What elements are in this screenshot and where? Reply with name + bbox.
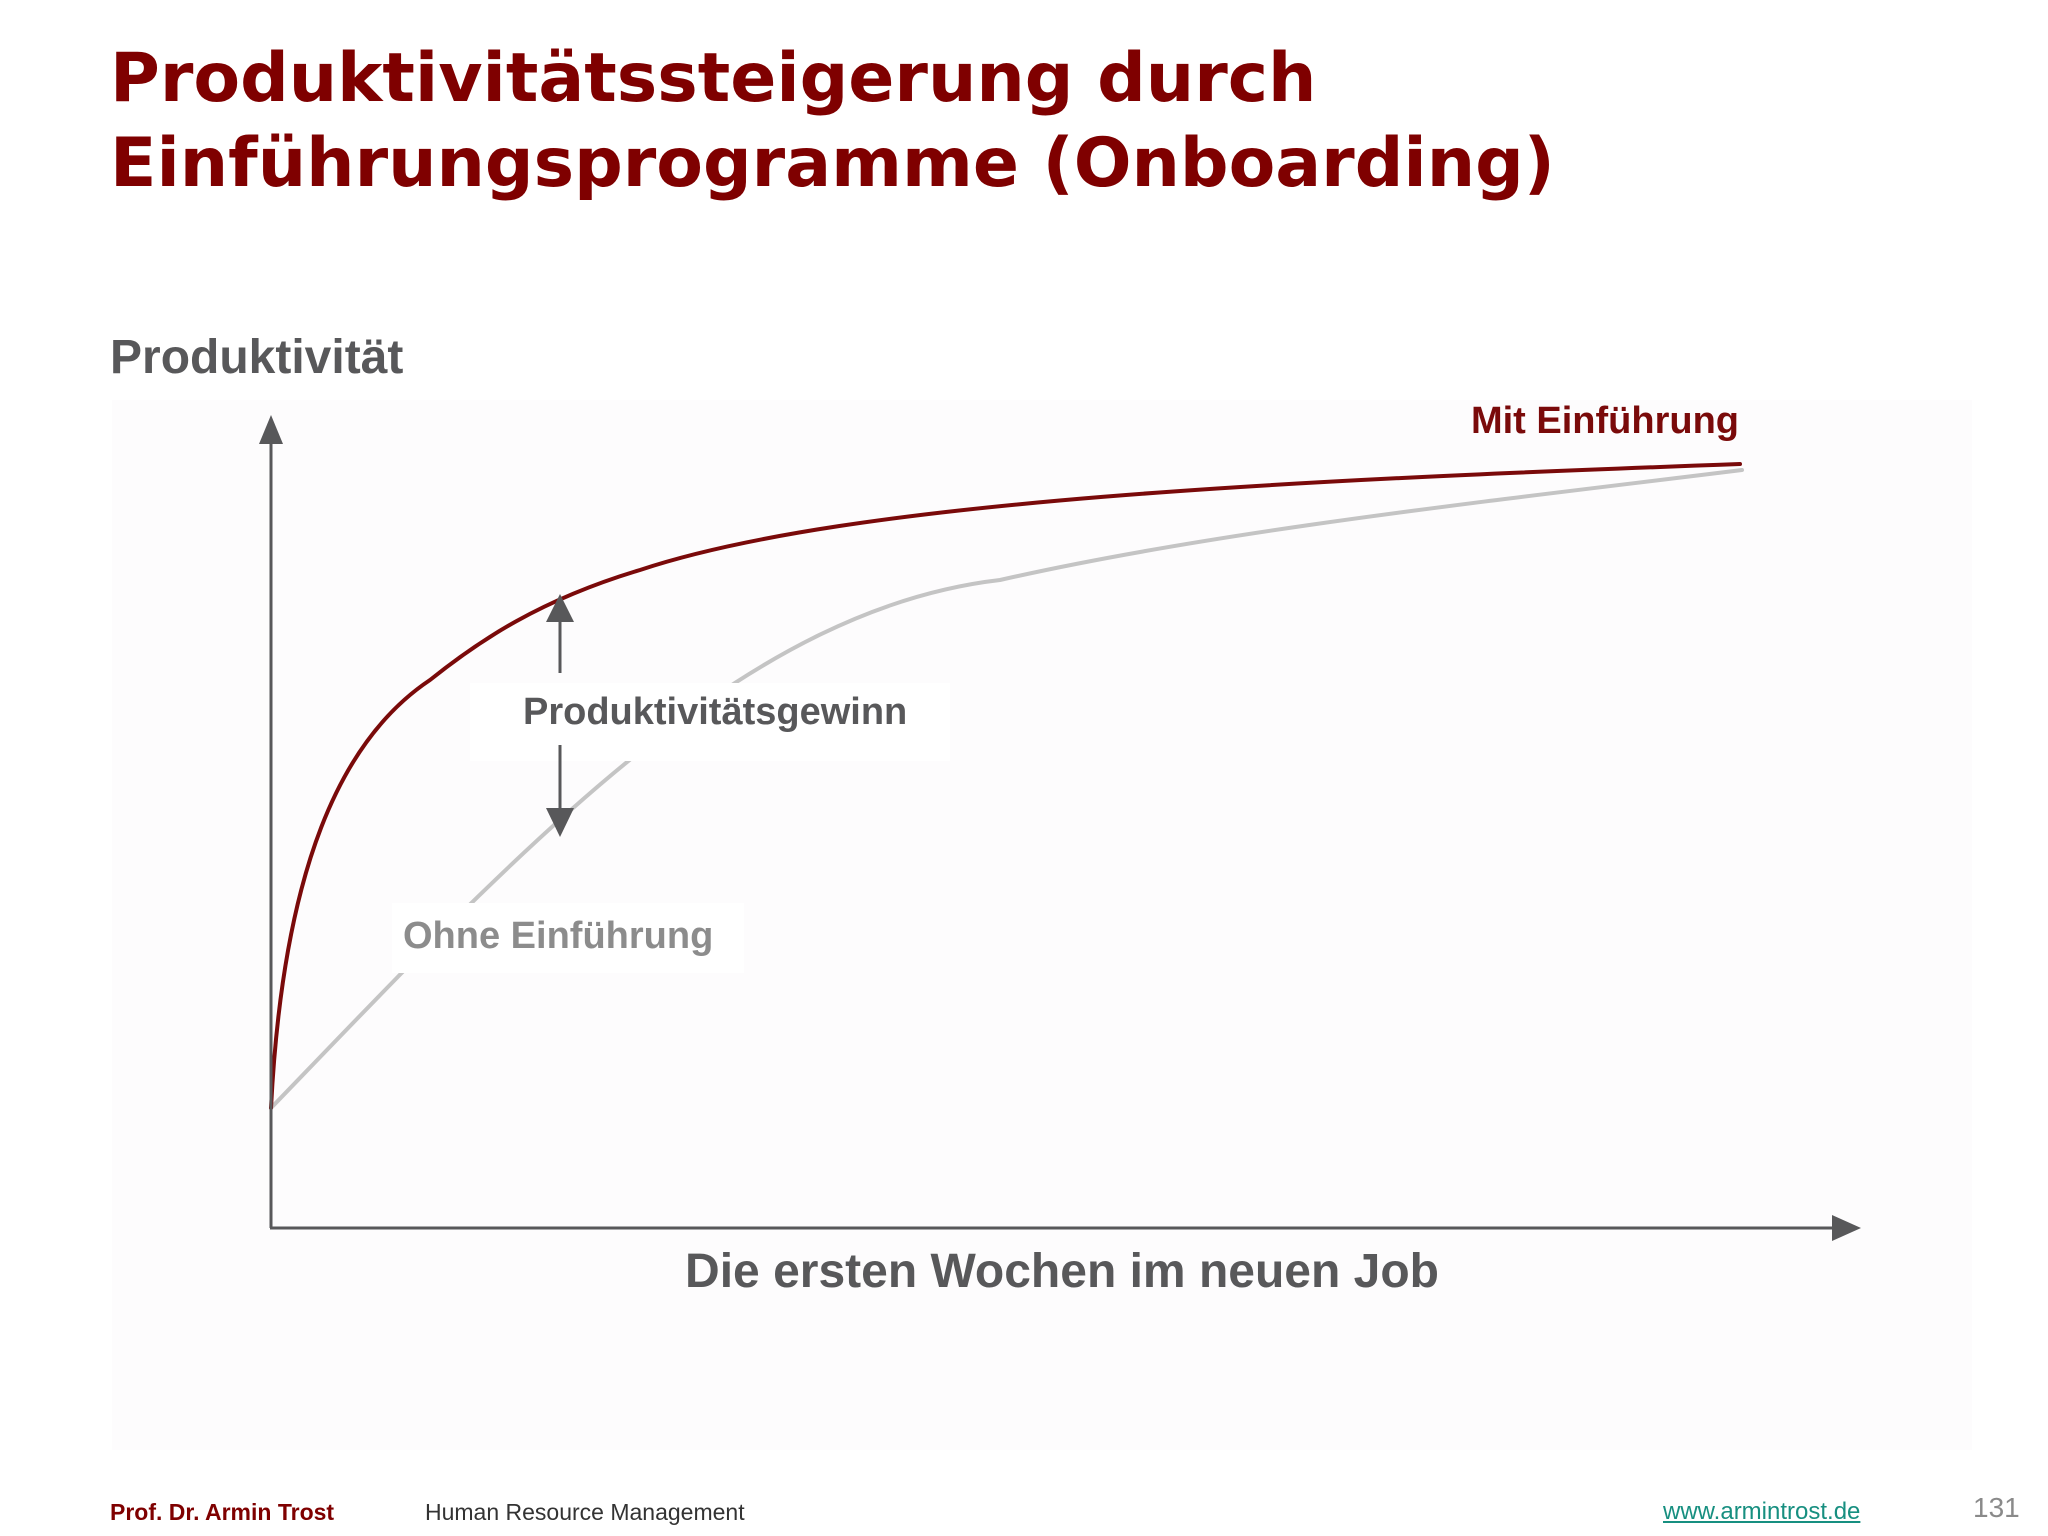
slide-title-line-2: Einführungsprogramme (Onboarding) bbox=[110, 124, 1555, 203]
gap-label-background bbox=[470, 683, 950, 761]
slide-title: Produktivitätssteigerung durch Einführun… bbox=[110, 36, 1910, 206]
y-axis-arrow-icon bbox=[259, 415, 283, 444]
gap-arrow-up-icon bbox=[546, 594, 574, 622]
page-number: 131 bbox=[1973, 1492, 2020, 1523]
x-axis-label: Die ersten Wochen im neuen Job bbox=[685, 1245, 1439, 1298]
without-label-background bbox=[392, 903, 744, 973]
x-axis-arrow-icon bbox=[1832, 1215, 1861, 1241]
curve-without-onboarding bbox=[269, 468, 1744, 1110]
footer-author: Prof. Dr. Armin Trost bbox=[110, 1499, 335, 1525]
gap-arrow-down-icon bbox=[546, 808, 574, 837]
slide-title-line-1: Produktivitätssteigerung durch bbox=[110, 39, 1317, 118]
footer-website-link[interactable]: www.armintrost.de bbox=[1663, 1498, 1861, 1525]
curve-with-label: Mit Einführung bbox=[1471, 400, 1739, 442]
y-axis-label: Produktivität bbox=[110, 331, 404, 384]
curve-without-label: Ohne Einführung bbox=[403, 915, 713, 957]
curve-with-onboarding bbox=[269, 462, 1742, 1110]
gap-label: Produktivitätsgewinn bbox=[523, 691, 907, 733]
footer-course: Human Resource Management bbox=[425, 1499, 745, 1525]
